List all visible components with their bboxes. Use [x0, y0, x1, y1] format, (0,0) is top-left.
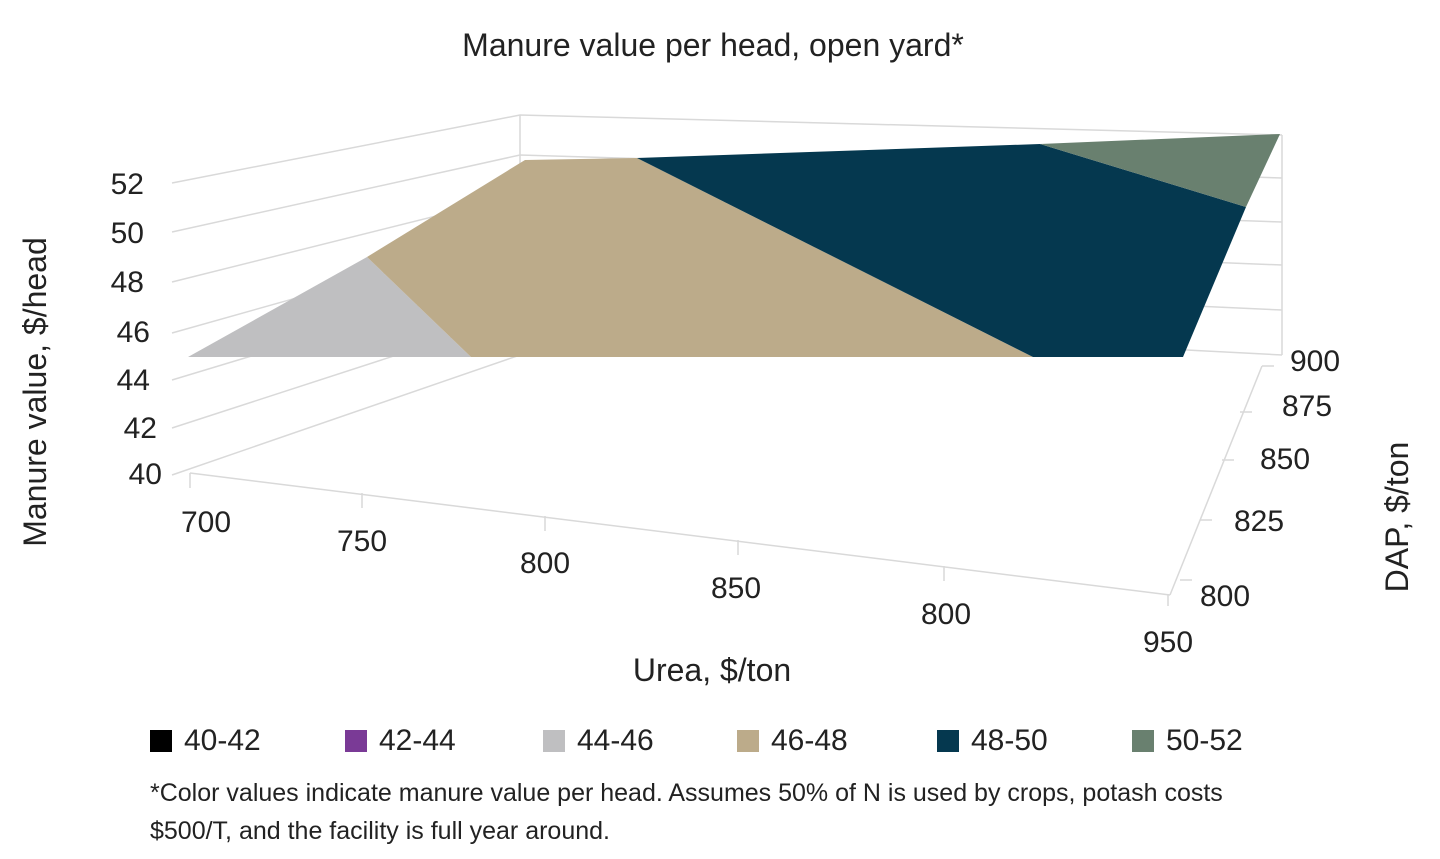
legend-swatch — [937, 730, 959, 752]
x-tick-label: 850 — [711, 572, 761, 605]
legend-label: 50-52 — [1166, 724, 1243, 757]
legend-item-48-50: 48-50 — [937, 724, 1048, 758]
y-axis-tick-labels: 900 875 850 825 800 — [1200, 345, 1340, 613]
z-tick-label: 50 — [111, 217, 144, 250]
x-tick-label: 750 — [337, 525, 387, 558]
x-tick-label: 950 — [1143, 626, 1193, 659]
dap-axis-ticks — [1180, 365, 1274, 581]
legend-item-42-44: 42-44 — [345, 724, 456, 758]
legend-swatch — [150, 730, 172, 752]
y-tick-label: 875 — [1282, 390, 1332, 423]
y-tick-label: 800 — [1200, 580, 1250, 613]
y-tick-label: 850 — [1260, 443, 1310, 476]
footnote: *Color values indicate manure value per … — [150, 779, 1223, 845]
legend-label: 42-44 — [379, 724, 456, 757]
legend: 40-42 42-44 44-46 46-48 48-50 50-52 — [150, 724, 1290, 764]
legend-item-50-52: 50-52 — [1132, 724, 1243, 758]
floor-grid — [189, 365, 1263, 606]
band-46-48 — [367, 158, 1033, 357]
z-tick-label: 42 — [124, 412, 157, 445]
surface — [188, 134, 1280, 357]
x-axis-label: Urea, $/ton — [633, 652, 791, 688]
legend-label: 48-50 — [971, 724, 1048, 757]
band-44-46 — [188, 257, 471, 357]
chart-title: Manure value per head, open yard* — [462, 27, 964, 63]
legend-item-44-46: 44-46 — [543, 724, 654, 758]
z-axis-tick-labels: 52 50 48 46 44 42 40 — [111, 168, 162, 491]
legend-item-46-48: 46-48 — [737, 724, 848, 758]
legend-label: 40-42 — [184, 724, 261, 757]
y-axis-label: DAP, $/ton — [1379, 442, 1415, 593]
legend-swatch — [543, 730, 565, 752]
legend-swatch — [345, 730, 367, 752]
y-tick-label: 900 — [1290, 345, 1340, 378]
legend-swatch — [737, 730, 759, 752]
z-axis-label: Manure value, $/head — [17, 237, 53, 547]
z-tick-label: 44 — [117, 364, 150, 397]
z-tick-label: 52 — [111, 168, 144, 201]
legend-label: 44-46 — [577, 724, 654, 757]
x-axis-tick-labels: 700 750 800 850 800 950 — [181, 506, 1193, 659]
legend-swatch — [1132, 730, 1154, 752]
x-tick-label: 800 — [921, 598, 971, 631]
z-tick-label: 40 — [129, 458, 162, 491]
z-tick-label: 48 — [111, 266, 144, 299]
band-48-50 — [637, 144, 1246, 357]
x-tick-label: 800 — [520, 547, 570, 580]
legend-item-40-42: 40-42 — [150, 724, 261, 758]
z-tick-label: 46 — [117, 316, 150, 349]
y-tick-label: 825 — [1234, 505, 1284, 538]
band-50-52 — [1040, 134, 1280, 207]
legend-label: 46-48 — [771, 724, 848, 757]
x-tick-label: 700 — [181, 506, 231, 539]
